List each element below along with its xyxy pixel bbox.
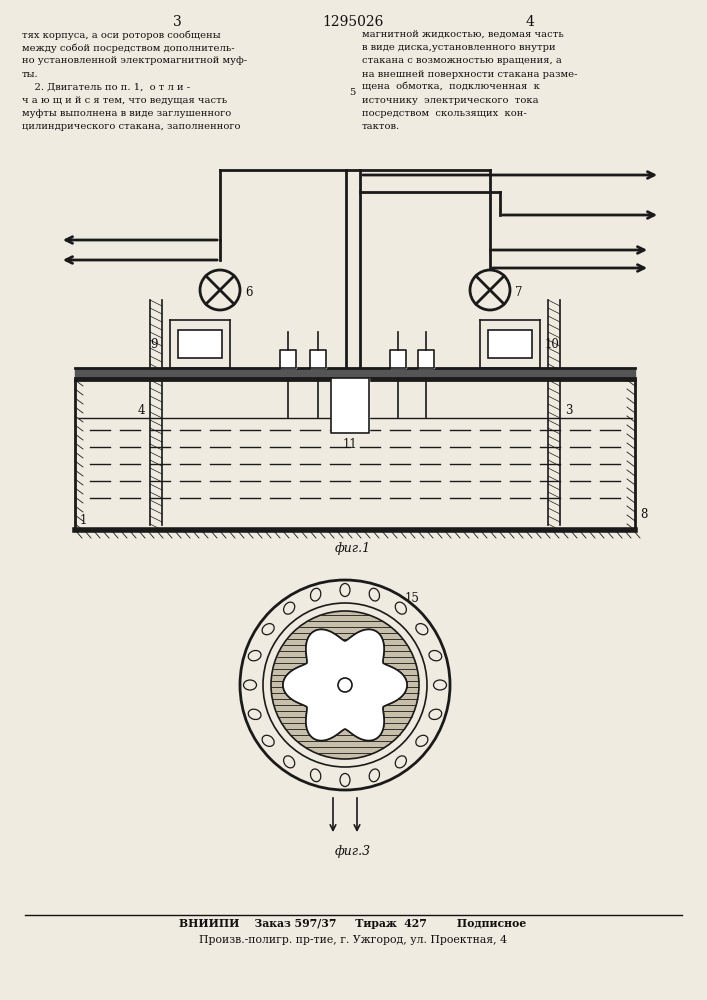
- Text: тях корпуса, а оси роторов сообщены: тях корпуса, а оси роторов сообщены: [22, 30, 221, 39]
- Ellipse shape: [340, 584, 350, 596]
- Text: фиг.1: фиг.1: [335, 542, 371, 555]
- Text: между собой посредством дополнитель-: между собой посредством дополнитель-: [22, 43, 235, 53]
- Text: 1: 1: [80, 514, 88, 526]
- Text: посредством  скользящих  кон-: посредством скользящих кон-: [362, 109, 527, 118]
- Text: ч а ю щ и й с я тем, что ведущая часть: ч а ю щ и й с я тем, что ведущая часть: [22, 96, 227, 105]
- Text: 3: 3: [357, 684, 365, 696]
- Ellipse shape: [284, 756, 295, 768]
- Polygon shape: [310, 350, 326, 368]
- Text: 12: 12: [420, 639, 435, 652]
- Text: 5: 5: [349, 88, 355, 97]
- Text: 9: 9: [151, 338, 158, 351]
- Ellipse shape: [310, 769, 321, 782]
- Text: стакана с возможностью вращения, а: стакана с возможностью вращения, а: [362, 56, 562, 65]
- Text: Произв.-полигр. пр-тие, г. Ужгород, ул. Проектная, 4: Произв.-полигр. пр-тие, г. Ужгород, ул. …: [199, 935, 507, 945]
- Polygon shape: [488, 330, 532, 358]
- Text: 10: 10: [545, 338, 560, 351]
- Text: в виде диска,установленного внутри: в виде диска,установленного внутри: [362, 43, 556, 52]
- Circle shape: [263, 603, 427, 767]
- Polygon shape: [280, 350, 296, 368]
- Ellipse shape: [284, 602, 295, 614]
- Circle shape: [338, 678, 352, 692]
- Text: щена  обмотка,  подключенная  к: щена обмотка, подключенная к: [362, 83, 540, 92]
- Ellipse shape: [369, 588, 380, 601]
- Polygon shape: [418, 350, 434, 368]
- Text: ВНИИПИ    Заказ 597/37     Тираж  427        Подписное: ВНИИПИ Заказ 597/37 Тираж 427 Подписное: [180, 918, 527, 929]
- Text: 8: 8: [640, 508, 648, 522]
- Text: 7: 7: [515, 286, 522, 298]
- Polygon shape: [283, 629, 407, 741]
- Ellipse shape: [340, 774, 350, 786]
- Ellipse shape: [395, 602, 407, 614]
- Ellipse shape: [262, 624, 274, 635]
- Text: фиг.3: фиг.3: [335, 845, 371, 858]
- Ellipse shape: [429, 709, 442, 720]
- Ellipse shape: [262, 735, 274, 746]
- Text: тактов.: тактов.: [362, 122, 400, 131]
- Text: 2: 2: [138, 368, 145, 381]
- Text: 3: 3: [173, 15, 182, 29]
- Ellipse shape: [243, 680, 257, 690]
- Ellipse shape: [416, 735, 428, 746]
- Text: 2. Двигатель по п. 1,  о т л и -: 2. Двигатель по п. 1, о т л и -: [22, 83, 190, 92]
- Text: цилиндрического стакана, заполненного: цилиндрического стакана, заполненного: [22, 122, 240, 131]
- Circle shape: [470, 270, 510, 310]
- Text: магнитной жидкостью, ведомая часть: магнитной жидкостью, ведомая часть: [362, 30, 563, 39]
- Text: 11: 11: [343, 438, 357, 451]
- Text: 14: 14: [405, 686, 420, 700]
- Text: ты.: ты.: [22, 70, 39, 79]
- Text: 4: 4: [137, 403, 145, 416]
- Text: на внешней поверхности стакана разме-: на внешней поверхности стакана разме-: [362, 70, 578, 79]
- Text: 3: 3: [565, 403, 573, 416]
- Ellipse shape: [248, 709, 261, 720]
- Text: 4: 4: [525, 15, 534, 29]
- Text: 15: 15: [405, 591, 420, 604]
- Ellipse shape: [433, 680, 447, 690]
- Circle shape: [200, 270, 240, 310]
- Text: муфты выполнена в виде заглушенного: муфты выполнена в виде заглушенного: [22, 109, 231, 118]
- Ellipse shape: [310, 588, 321, 601]
- Text: 1295026: 1295026: [322, 15, 384, 29]
- Ellipse shape: [416, 624, 428, 635]
- Polygon shape: [283, 629, 407, 741]
- Text: но установленной электромагнитной муф-: но установленной электромагнитной муф-: [22, 56, 247, 65]
- Text: 5: 5: [565, 368, 573, 381]
- Text: 13: 13: [395, 734, 410, 746]
- Ellipse shape: [429, 650, 442, 661]
- Circle shape: [240, 580, 450, 790]
- Circle shape: [271, 611, 419, 759]
- Polygon shape: [178, 330, 222, 358]
- Text: источнику  электрического  тока: источнику электрического тока: [362, 96, 539, 105]
- Ellipse shape: [369, 769, 380, 782]
- Polygon shape: [390, 350, 406, 368]
- Polygon shape: [75, 368, 635, 378]
- Text: 6: 6: [245, 286, 252, 298]
- Ellipse shape: [395, 756, 407, 768]
- Ellipse shape: [248, 650, 261, 661]
- Polygon shape: [331, 378, 369, 433]
